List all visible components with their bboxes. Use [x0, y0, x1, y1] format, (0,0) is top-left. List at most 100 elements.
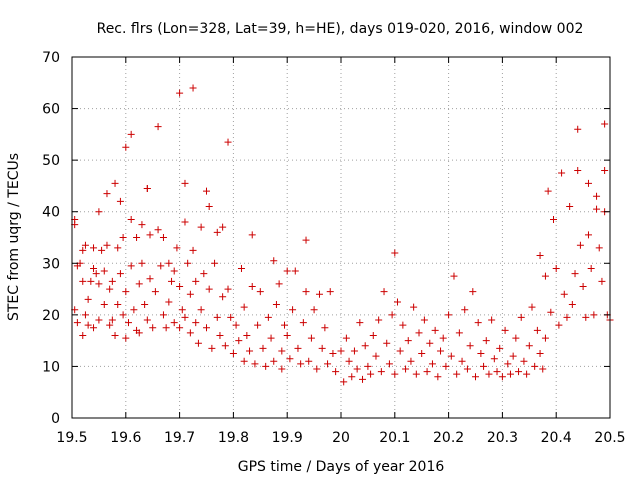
data-point: [380, 288, 388, 296]
data-points: [71, 84, 614, 386]
data-point: [92, 270, 100, 278]
data-point: [154, 123, 162, 131]
data-point: [517, 313, 525, 321]
data-point: [461, 306, 469, 314]
data-point: [79, 277, 87, 285]
data-point: [391, 249, 399, 257]
data-point: [87, 277, 95, 285]
data-point: [590, 311, 598, 319]
data-point: [506, 370, 514, 378]
data-point: [428, 360, 436, 368]
data-point: [248, 231, 256, 239]
data-point: [119, 234, 127, 241]
data-point: [515, 368, 523, 376]
data-point: [584, 179, 592, 187]
data-point: [485, 370, 493, 378]
data-point: [593, 192, 601, 200]
data-point: [186, 290, 194, 298]
data-point: [114, 244, 122, 252]
data-point: [453, 370, 461, 378]
y-tick-label: 60: [42, 102, 60, 118]
data-point: [418, 350, 426, 358]
y-tick-label: 30: [42, 256, 60, 272]
data-point: [176, 282, 184, 290]
data-point: [442, 362, 450, 370]
data-point: [498, 373, 506, 381]
data-point: [525, 342, 533, 350]
data-point: [447, 352, 455, 360]
data-point: [114, 301, 122, 309]
data-point: [184, 259, 192, 267]
data-point: [324, 360, 332, 368]
data-point: [385, 360, 393, 368]
data-point: [130, 306, 138, 314]
data-point: [367, 370, 375, 378]
data-point: [541, 272, 549, 280]
data-point: [307, 334, 315, 342]
data-point: [364, 362, 372, 370]
data-point: [119, 311, 127, 319]
data-point: [332, 368, 340, 376]
data-point: [79, 246, 87, 254]
data-point: [410, 303, 418, 311]
data-point: [598, 277, 606, 285]
data-point: [571, 270, 579, 278]
data-point: [552, 264, 560, 272]
data-point: [463, 365, 471, 373]
data-point: [480, 362, 488, 370]
data-point: [490, 355, 498, 363]
data-point: [563, 313, 571, 321]
data-point: [283, 331, 291, 339]
data-point: [458, 357, 466, 365]
data-point: [455, 329, 463, 337]
data-point: [541, 334, 549, 342]
data-point: [482, 337, 490, 345]
data-point: [302, 236, 310, 244]
data-point: [601, 120, 609, 128]
data-point: [550, 215, 558, 223]
chart-title: Rec. flrs (Lon=328, Lat=39, h=HE), days …: [97, 21, 584, 37]
data-point: [582, 313, 590, 321]
data-point: [181, 179, 189, 187]
data-point: [108, 316, 116, 324]
data-point: [299, 319, 307, 327]
data-point: [200, 270, 208, 278]
data-point: [520, 357, 528, 365]
data-point: [84, 295, 92, 303]
data-point: [189, 246, 197, 254]
data-point: [281, 321, 289, 329]
data-point: [601, 166, 609, 174]
data-point: [213, 228, 221, 236]
axis-ticks: 19.5 19.6 19.7 19.8 19.9 20 20.1 20.2 20.3 20.4 20…: [42, 50, 625, 446]
data-point: [275, 280, 283, 288]
data-point: [539, 365, 547, 373]
data-point: [240, 303, 248, 311]
data-point: [173, 244, 181, 252]
data-point: [248, 282, 256, 290]
data-point: [493, 368, 501, 376]
data-point: [81, 241, 89, 249]
data-point: [189, 84, 197, 92]
data-point: [431, 326, 439, 334]
data-point: [159, 234, 167, 241]
data-point: [138, 221, 146, 229]
data-point: [439, 334, 447, 342]
data-point: [73, 319, 81, 327]
data-point: [297, 360, 305, 368]
data-point: [103, 241, 111, 249]
data-point: [272, 301, 280, 309]
x-tick-label: 19.7: [164, 430, 195, 446]
data-point: [445, 311, 453, 319]
data-point: [504, 360, 512, 368]
data-point: [270, 257, 278, 265]
data-point: [595, 244, 603, 252]
x-tick-label: 20: [332, 430, 350, 446]
data-point: [426, 339, 434, 347]
data-point: [528, 303, 536, 311]
data-point: [157, 262, 165, 270]
data-point: [211, 259, 219, 267]
data-point: [106, 321, 114, 329]
data-point: [224, 138, 232, 146]
data-point: [170, 267, 178, 275]
data-point: [291, 267, 299, 275]
